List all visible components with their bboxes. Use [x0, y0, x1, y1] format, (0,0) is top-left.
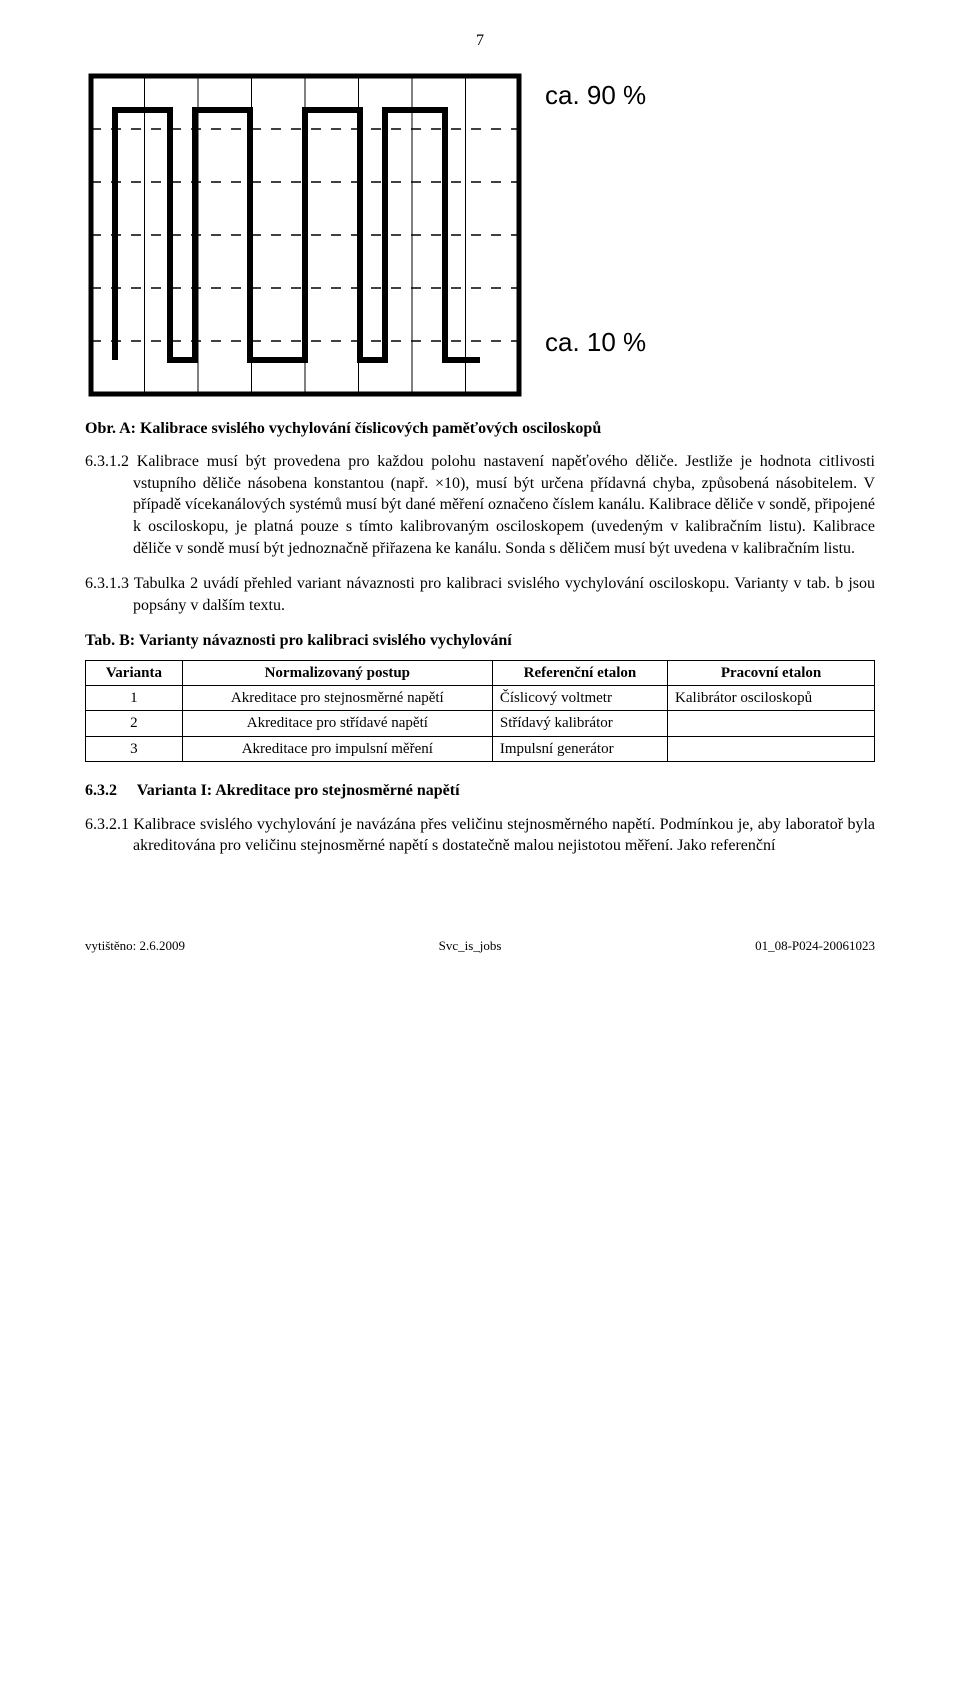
th-prac-etalon: Pracovní etalon	[668, 660, 875, 685]
figure-side-labels: ca. 90 % ca. 10 %	[545, 70, 646, 400]
table-row: 1Akreditace pro stejnosměrné napětíČísli…	[86, 686, 875, 711]
para-6-3-2-1: 6.3.2.1 Kalibrace svislého vychylování j…	[85, 814, 875, 857]
th-varianta: Varianta	[86, 660, 183, 685]
label-ca-90: ca. 90 %	[545, 78, 646, 113]
para-6-3-1-2: 6.3.1.2 Kalibrace musí být provedena pro…	[85, 451, 875, 559]
table-cell: Kalibrátor osciloskopů	[668, 686, 875, 711]
table-cell	[668, 711, 875, 736]
section-title: Varianta I: Akreditace pro stejnosměrné …	[137, 782, 460, 799]
section-number: 6.3.2	[85, 780, 133, 802]
table-cell	[668, 736, 875, 761]
oscilloscope-svg	[85, 70, 525, 400]
table-cell: Číslicový voltmetr	[492, 686, 667, 711]
section-6-3-2-heading: 6.3.2 Varianta I: Akreditace pro stejnos…	[85, 780, 875, 802]
footer-right: 01_08-P024-20061023	[755, 937, 875, 955]
footer-left: vytištěno: 2.6.2009	[85, 937, 185, 955]
figure-row: ca. 90 % ca. 10 %	[85, 70, 875, 400]
oscilloscope-figure	[85, 70, 525, 400]
label-ca-10: ca. 10 %	[545, 325, 646, 360]
table-cell: Impulsní generátor	[492, 736, 667, 761]
table-header-row: Varianta Normalizovaný postup Referenční…	[86, 660, 875, 685]
table-cell: Akreditace pro impulsní měření	[182, 736, 492, 761]
table-cell: Střídavý kalibrátor	[492, 711, 667, 736]
table-cell: 1	[86, 686, 183, 711]
page-footer: vytištěno: 2.6.2009 Svc_is_jobs 01_08-P0…	[85, 937, 875, 955]
variants-table: Varianta Normalizovaný postup Referenční…	[85, 660, 875, 762]
table-title: Tab. B: Varianty návaznosti pro kalibrac…	[85, 630, 875, 652]
table-cell: Akreditace pro střídavé napětí	[182, 711, 492, 736]
page-number: 7	[85, 30, 875, 52]
para-6-3-1-3: 6.3.1.3 Tabulka 2 uvádí přehled variant …	[85, 573, 875, 616]
footer-center: Svc_is_jobs	[439, 937, 502, 955]
th-postup: Normalizovaný postup	[182, 660, 492, 685]
table-cell: Akreditace pro stejnosměrné napětí	[182, 686, 492, 711]
table-row: 3Akreditace pro impulsní měřeníImpulsní …	[86, 736, 875, 761]
table-cell: 3	[86, 736, 183, 761]
table-row: 2Akreditace pro střídavé napětíStřídavý …	[86, 711, 875, 736]
figure-caption: Obr. A: Kalibrace svislého vychylování č…	[85, 418, 875, 440]
table-cell: 2	[86, 711, 183, 736]
th-ref-etalon: Referenční etalon	[492, 660, 667, 685]
